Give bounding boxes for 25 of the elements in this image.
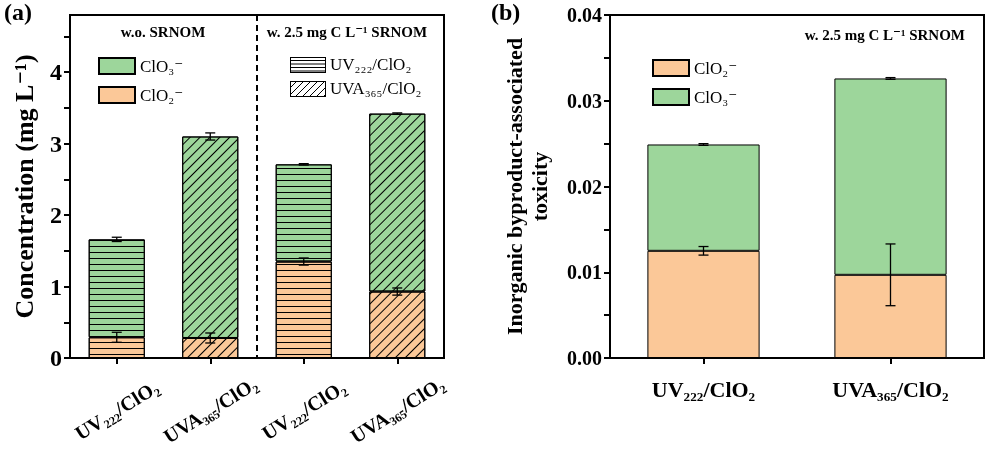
y-tick-label: 0.04: [567, 4, 602, 26]
legend-label: ClO₂⁻: [140, 85, 184, 105]
annotation: w.o. SRNOM: [120, 23, 206, 41]
y-tick-label: 0.03: [567, 89, 602, 112]
y-tick-label: 0.01: [567, 261, 602, 284]
y-tick-label: 2: [50, 202, 62, 229]
y-tick-label: 4: [50, 59, 62, 86]
y-axis-title: Concentration (mg L⁻¹): [10, 54, 40, 319]
x-tick-label: UVA₃₆₅/ClO₂: [832, 376, 950, 402]
legend-label: ClO₂⁻: [694, 58, 738, 78]
annotation: w. 2.5 mg C L⁻¹ SRNOM: [804, 26, 965, 44]
x-tick-label: UV₂₂₂/ClO₂: [651, 376, 756, 402]
y-tick-label: 0.00: [567, 347, 602, 369]
chart-title: (b): [491, 0, 521, 25]
y-tick-label: 0: [50, 345, 62, 371]
legend-label: ClO₃⁻: [694, 87, 738, 107]
annotation: w. 2.5 mg C L⁻¹ SRNOM: [266, 23, 428, 41]
y-tick-label: 1: [50, 273, 62, 300]
chart-title: (a): [4, 0, 32, 25]
annotation: UVA₃₆₅/ClO₂: [330, 79, 422, 98]
y-axis-title: Inorganic byproduct-associated toxicity: [502, 37, 552, 336]
y-tick-label: 3: [50, 130, 62, 157]
y-tick-label: 0.02: [567, 175, 602, 198]
legend-label: ClO₃⁻: [140, 56, 184, 76]
annotation: UV₂₂₂/ClO₂: [330, 55, 412, 74]
